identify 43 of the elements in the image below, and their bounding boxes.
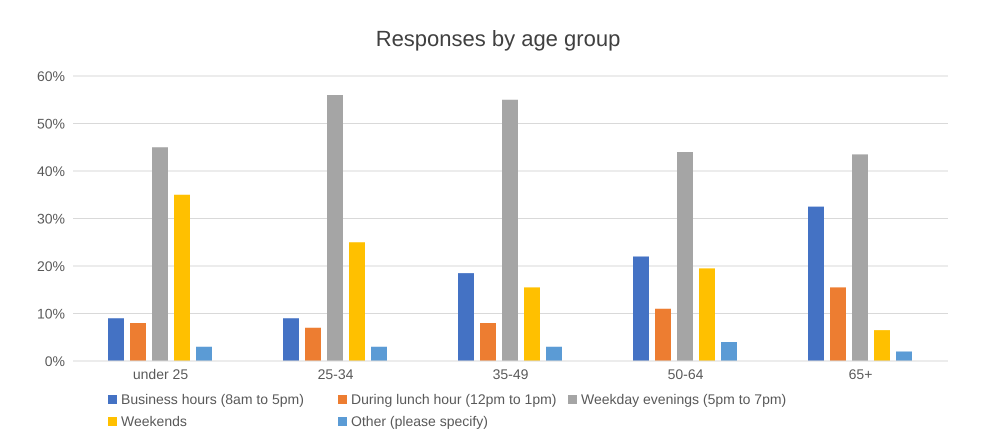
bar: [371, 346, 387, 361]
bar: [874, 330, 890, 361]
y-tick-label: 10%: [36, 305, 65, 322]
bar: [655, 308, 671, 361]
y-tick-label: 20%: [36, 258, 65, 274]
bar: [458, 273, 474, 361]
legend-label: Weekends: [121, 413, 187, 429]
bar: [896, 352, 912, 361]
chart-title: Responses by age group: [374, 25, 622, 53]
x-tick-label: 35-49: [492, 366, 529, 382]
bar: [677, 152, 693, 361]
bar: [721, 342, 737, 361]
y-tick-label: 0%: [44, 352, 65, 369]
y-tick-label: 50%: [36, 115, 65, 132]
bar: [283, 318, 299, 361]
bar: [174, 194, 190, 361]
legend-label: Weekday evenings (5pm to 7pm): [581, 391, 786, 407]
bar: [152, 147, 168, 361]
x-tick-label: 65+: [848, 366, 872, 382]
y-tick-label: 60%: [36, 68, 65, 84]
bar: [633, 256, 649, 361]
bar: [349, 242, 365, 361]
x-tick-label: 25-34: [318, 366, 354, 382]
bar: [108, 318, 124, 361]
bar: [502, 100, 518, 361]
bar: [808, 206, 824, 361]
x-tick-label: 50-64: [668, 366, 704, 382]
bar: [130, 323, 146, 361]
bar: [830, 287, 846, 361]
bar: [546, 346, 562, 361]
legend-label: Business hours (8am to 5pm): [121, 391, 304, 407]
bar: [480, 323, 496, 361]
legend-label: Other (please specify): [351, 413, 488, 429]
bar: [327, 95, 343, 361]
y-tick-label: 30%: [36, 210, 65, 226]
bar: [196, 346, 212, 361]
bar: [305, 328, 321, 361]
bar: [699, 268, 715, 361]
bar: [524, 287, 540, 361]
y-tick-label: 40%: [36, 162, 65, 179]
legend-label: During lunch hour (12pm to 1pm): [351, 391, 556, 407]
x-tick-label: under 25: [132, 366, 188, 382]
bar: [852, 154, 868, 361]
